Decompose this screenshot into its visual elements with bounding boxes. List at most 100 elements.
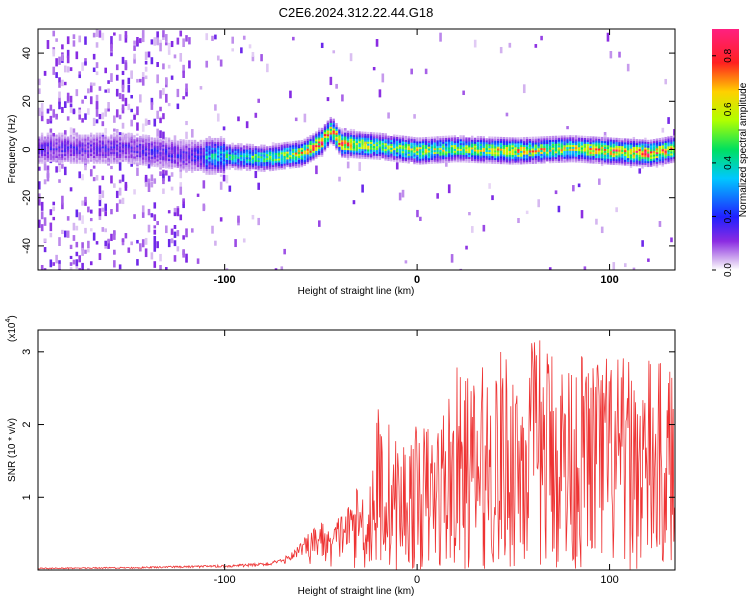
x-tick-label: -100 [214,274,236,286]
heatmap-cell [315,165,318,175]
heatmap-cell [618,159,621,162]
heatmap-cell [98,198,102,207]
heatmap-cell [214,161,217,164]
heatmap-cell [92,117,96,126]
heatmap-cell [214,157,217,160]
heatmap-cell [139,38,142,44]
heatmap-cell [81,144,84,147]
heatmap-cell [485,145,488,149]
heatmap-cell [66,36,70,45]
heatmap-cell [508,154,511,157]
heatmap-cell [312,133,315,136]
heatmap-cell [450,139,454,142]
heatmap-cell [225,159,229,162]
heatmap-cell [150,102,154,110]
heatmap-cell [548,267,552,270]
heatmap-cell [600,161,604,165]
heatmap-cell [323,126,327,129]
heatmap-cell [268,153,272,156]
heatmap-cell [136,160,139,163]
heatmap-cell [87,146,90,149]
heatmap-cell [647,159,650,162]
heatmap-cell [216,170,220,173]
heatmap-cell [349,152,353,155]
heatmap-cell [641,139,644,142]
heatmap-cell [104,128,107,134]
heatmap-cell [162,173,165,182]
heatmap-cell [649,164,653,167]
heatmap-cell [352,154,356,157]
heatmap-cell [531,154,535,157]
heatmap-cell [208,139,211,143]
heatmap-cell [514,145,517,148]
heatmap-cell [465,141,468,144]
heatmap-cell [358,141,361,144]
heatmap-cell [170,159,174,162]
heatmap-cell [202,157,205,160]
heatmap-cell [292,150,295,153]
heatmap-cell [52,30,56,37]
heatmap-cell [572,185,575,192]
heatmap-cell [260,159,263,163]
heatmap-cell [289,164,292,167]
heatmap-cell [43,144,47,147]
heatmap-cell [577,156,581,159]
heatmap-cell [514,162,517,165]
heatmap-cell [525,144,529,147]
heatmap-cell [61,161,64,164]
heatmap-cell [63,101,67,108]
heatmap-cell [318,220,321,227]
heatmap-cell [502,162,506,165]
heatmap-cell [87,161,90,164]
heatmap-cell [283,155,286,158]
heatmap-cell [393,136,396,139]
heatmap-cell [335,136,338,139]
heatmap-cell [580,149,584,152]
heatmap-cell [624,163,627,166]
heatmap-cell [98,153,102,157]
heatmap-cell [378,138,382,141]
heatmap-cell [211,141,214,144]
heatmap-cell [398,139,402,142]
heatmap-cell [315,152,318,155]
heatmap-cell [165,166,168,169]
heatmap-cell [81,151,84,155]
heatmap-cell [572,146,575,149]
heatmap-cell [84,153,87,157]
heatmap-cell [471,226,474,233]
heatmap-cell [254,149,257,153]
heatmap-cell [548,141,552,144]
heatmap-cell [110,73,113,82]
heatmap-cell [427,140,431,143]
heatmap-cell [488,161,491,164]
heatmap-cell [494,144,497,147]
heatmap-cell [343,149,347,152]
heatmap-cell [612,154,615,158]
heatmap-cell [234,164,237,167]
heatmap-cell [479,143,483,146]
heatmap-cell [89,149,93,153]
heatmap-cell [242,147,246,150]
heatmap-cell [309,154,312,157]
heatmap-cell [413,148,416,151]
heatmap-cell [557,160,561,163]
heatmap-cell [456,152,459,155]
heatmap-cell [231,36,235,44]
heatmap-cell [202,141,205,144]
heatmap-cell [647,151,650,154]
heatmap-cell [115,157,119,160]
heatmap-cell [199,159,203,162]
heatmap-cell [61,132,64,135]
heatmap-cell [61,195,64,205]
heatmap-cell [277,167,280,171]
heatmap-cell [612,149,615,152]
heatmap-cell [69,67,73,72]
heatmap-cell [130,138,133,141]
heatmap-cell [652,140,656,144]
heatmap-cell [635,150,638,153]
heatmap-cell [49,138,52,141]
heatmap-cell [58,159,61,162]
heatmap-cell [245,153,249,156]
heatmap-cell [534,155,537,159]
heatmap-cell [618,155,621,158]
